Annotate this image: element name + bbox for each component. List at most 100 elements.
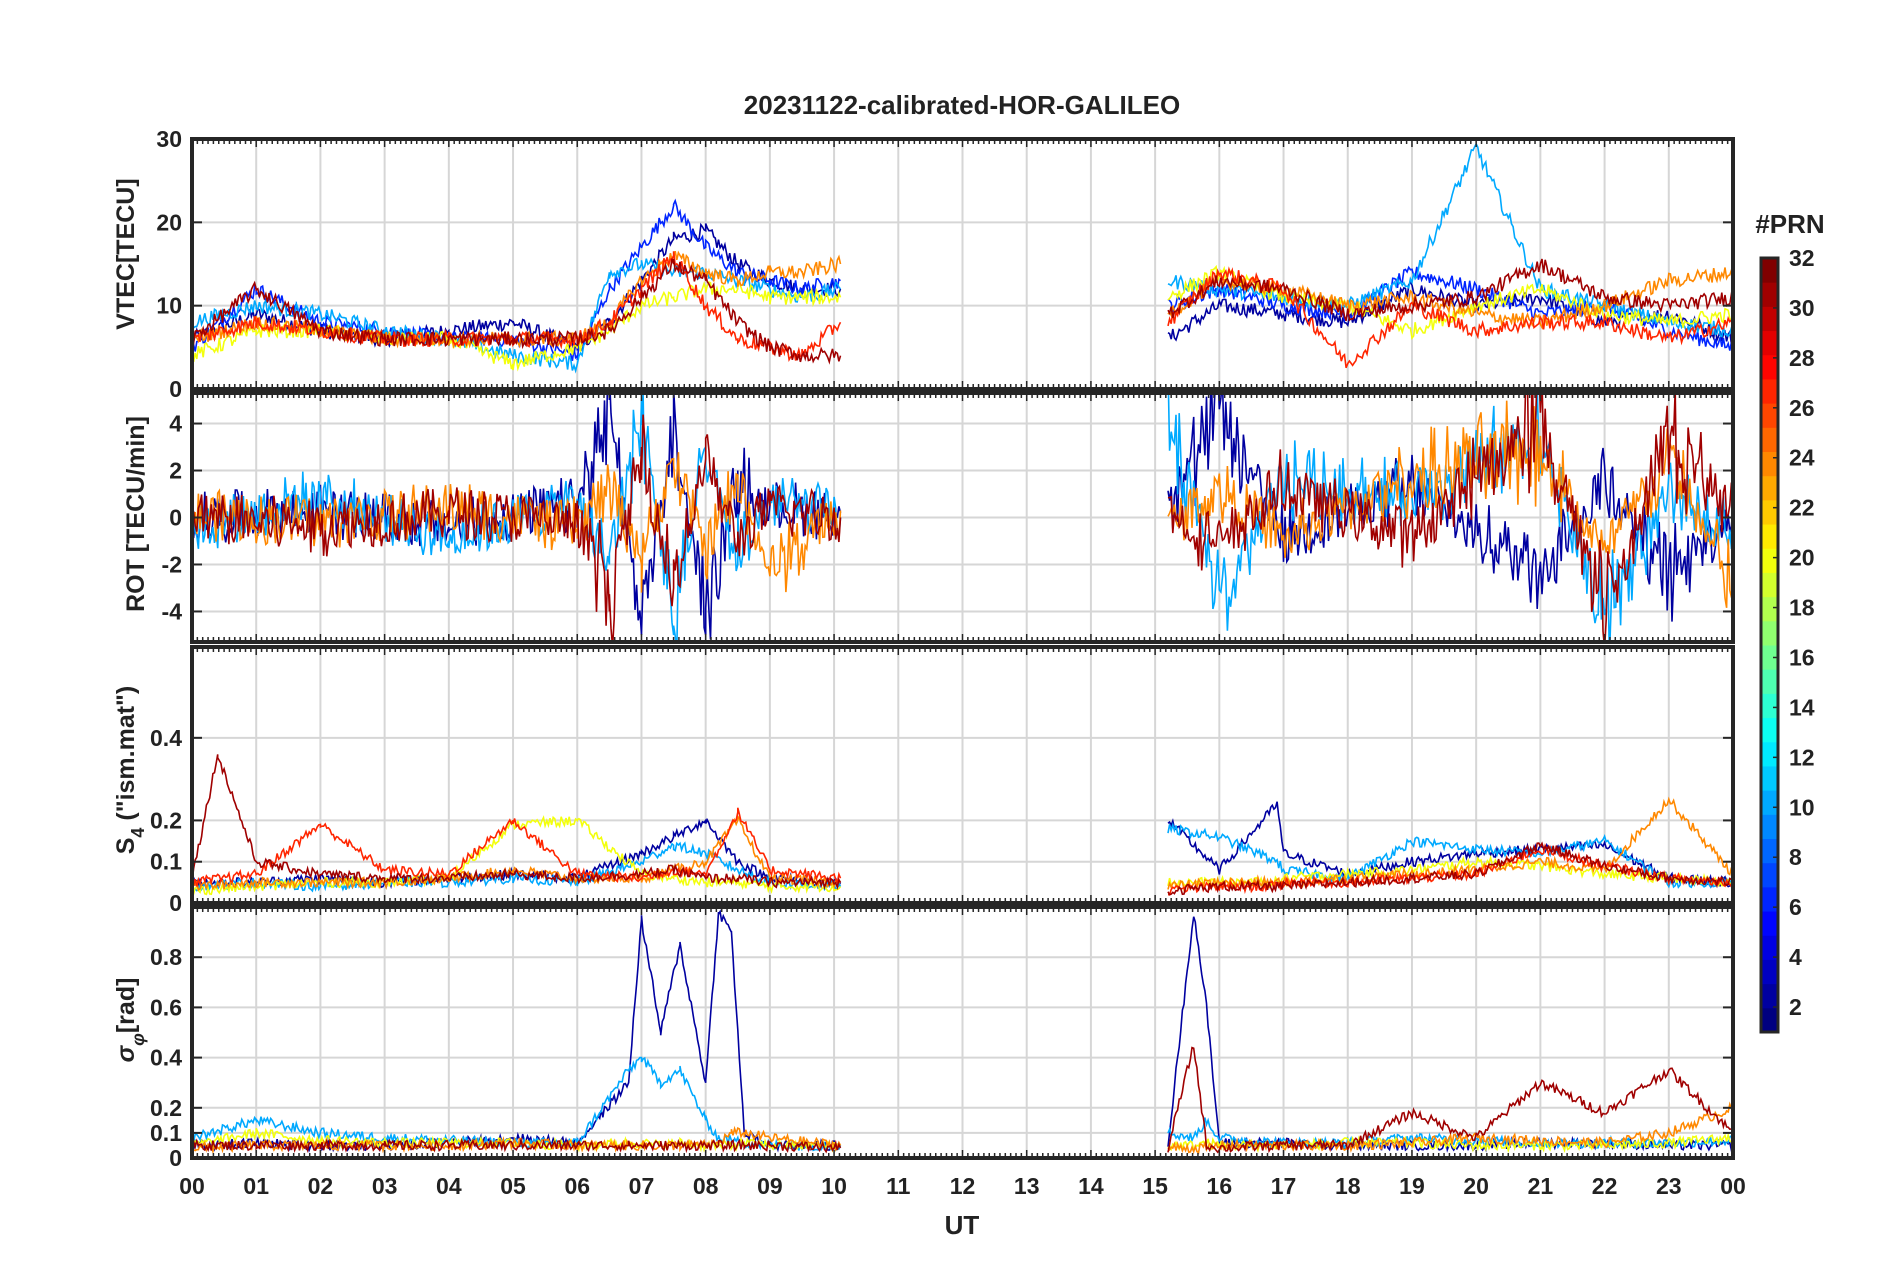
- y-tick-label: 0.4: [150, 1045, 182, 1071]
- y-tick-label: 0.2: [150, 1095, 182, 1121]
- x-tick-label: 13: [1014, 1173, 1040, 1199]
- rot-panel: -4 -2 0 2 4: [162, 391, 1735, 644]
- x-tick-label: 07: [629, 1173, 655, 1199]
- x-tick-label: 06: [564, 1173, 590, 1199]
- colorbar-swatch: [1761, 717, 1778, 743]
- x-tick-label: 00: [1720, 1173, 1746, 1199]
- colorbar-swatch: [1761, 741, 1778, 767]
- chart-title: 20231122-calibrated-HOR-GALILEO: [744, 90, 1180, 120]
- x-axis-tick-labels: 00 01 02 03 04 05 06 07 08 09 10 11 12 13 14 15 16 17 18 19…: [179, 1173, 1746, 1199]
- colorbar-swatch: [1761, 935, 1778, 960]
- series-line-prn-31: [192, 1137, 842, 1154]
- colorbar-swatch: [1761, 354, 1778, 380]
- series-line-prn-31: [1167, 841, 1733, 896]
- vtec-ylabel: VTEC[TECU]: [112, 178, 140, 329]
- s4-ylabel-rest: ("ism.mat"): [112, 686, 140, 828]
- colorbar-swatch: [1761, 814, 1778, 839]
- colorbar-swatch: [1761, 765, 1778, 791]
- series-line-prn-10: [1167, 822, 1733, 889]
- colorbar-swatch: [1761, 427, 1778, 452]
- colorbar-swatch: [1761, 596, 1778, 622]
- colorbar-tick-label: 22: [1789, 495, 1815, 521]
- x-tick-label: 02: [308, 1173, 334, 1199]
- x-tick-label: 04: [436, 1173, 462, 1199]
- colorbar-tick-label: 10: [1789, 794, 1815, 820]
- colorbar-swatch: [1761, 983, 1778, 1009]
- colorbar-swatch: [1761, 838, 1778, 864]
- colorbar-tick-label: 32: [1789, 245, 1815, 271]
- colorbar-tick-label: 12: [1789, 744, 1815, 770]
- colorbar-swatch: [1761, 330, 1778, 356]
- y-tick-label: 0: [169, 505, 182, 531]
- y-tick-label: -4: [162, 598, 183, 624]
- x-tick-label: 03: [372, 1173, 398, 1199]
- series-group: [192, 393, 1733, 642]
- colorbar-swatch: [1761, 959, 1778, 985]
- x-tick-label: 00: [179, 1173, 205, 1199]
- y-tick-label: 0.1: [150, 1120, 182, 1146]
- s4-ylabel: S4 ("ism.mat"): [112, 686, 148, 855]
- series-group: [192, 754, 1733, 897]
- sigma-ylabel-main: σ: [112, 1044, 140, 1062]
- y-tick-label: 0.6: [150, 994, 182, 1020]
- y-tick-label: 20: [156, 209, 182, 235]
- x-tick-label: 22: [1592, 1173, 1618, 1199]
- colorbar-swatch: [1761, 886, 1778, 912]
- x-tick-label: 20: [1463, 1173, 1489, 1199]
- x-tick-label: 01: [243, 1173, 269, 1199]
- y-tick-label: 0.8: [150, 944, 182, 970]
- y-tick-label: 0.1: [150, 849, 182, 875]
- colorbar-tick-label: 26: [1789, 395, 1815, 421]
- series-line-prn-31: [1167, 258, 1733, 322]
- x-tick-label: 05: [500, 1173, 526, 1199]
- colorbar-swatch: [1761, 862, 1778, 888]
- s4-ylabel-sub: 4: [128, 828, 148, 838]
- series-line-prn-31: [1167, 1046, 1733, 1154]
- sigma-phi-panel: 00.10.2 0.4 0.6 0.8: [150, 905, 1735, 1171]
- series-line-prn-31: [192, 414, 842, 642]
- x-tick-label: 18: [1335, 1173, 1361, 1199]
- rot-ylabel: ROT [TECU/min]: [122, 416, 150, 612]
- x-tick-label: 19: [1399, 1173, 1425, 1199]
- colorbar-swatch: [1761, 572, 1778, 598]
- series-line-prn-20: [192, 815, 842, 897]
- colorbar-swatch: [1761, 548, 1778, 573]
- series-group: [192, 142, 1733, 374]
- y-tick-label: -2: [162, 551, 182, 577]
- colorbar-swatch: [1761, 693, 1778, 719]
- s4-panel: 0 0.1 0.2 0.4: [150, 645, 1735, 916]
- sigma-ylabel-sub: φ: [128, 1033, 148, 1046]
- colorbar-tick-label: 28: [1789, 345, 1815, 371]
- colorbar-swatch: [1761, 1007, 1778, 1033]
- series-group: [192, 909, 1733, 1155]
- y-tick-label: 30: [156, 126, 182, 152]
- series-line-prn-20: [192, 280, 842, 372]
- y-tick-label: 0.4: [150, 725, 182, 751]
- series-line-prn-2: [1167, 801, 1733, 889]
- colorbar-swatch: [1761, 306, 1778, 332]
- x-tick-label: 11: [886, 1173, 911, 1199]
- y-tick-label: 2: [169, 458, 182, 484]
- colorbar-tick-label: 14: [1789, 694, 1815, 720]
- x-tick-label: 14: [1078, 1173, 1104, 1199]
- colorbar-tick-label: 24: [1789, 445, 1815, 471]
- series-line-prn-27: [192, 807, 842, 887]
- x-tick-label: 10: [821, 1173, 847, 1199]
- y-tick-label: 0.2: [150, 807, 182, 833]
- colorbar-swatch: [1761, 403, 1778, 428]
- x-axis-label: UT: [945, 1210, 980, 1240]
- x-tick-label: 15: [1142, 1173, 1168, 1199]
- series-line-prn-31: [192, 258, 842, 365]
- colorbar-tick-label: 30: [1789, 295, 1815, 321]
- y-tick-label: 10: [156, 293, 182, 319]
- colorbar-swatch: [1761, 378, 1778, 404]
- series-line-prn-10: [192, 393, 842, 642]
- x-tick-label: 08: [693, 1173, 719, 1199]
- colorbar-tick-label: 16: [1789, 644, 1815, 670]
- colorbar-tick-label: 2: [1789, 994, 1802, 1020]
- colorbar-swatch: [1761, 911, 1778, 936]
- colorbar-swatch: [1761, 524, 1778, 549]
- colorbar-tick-label: 4: [1789, 944, 1802, 970]
